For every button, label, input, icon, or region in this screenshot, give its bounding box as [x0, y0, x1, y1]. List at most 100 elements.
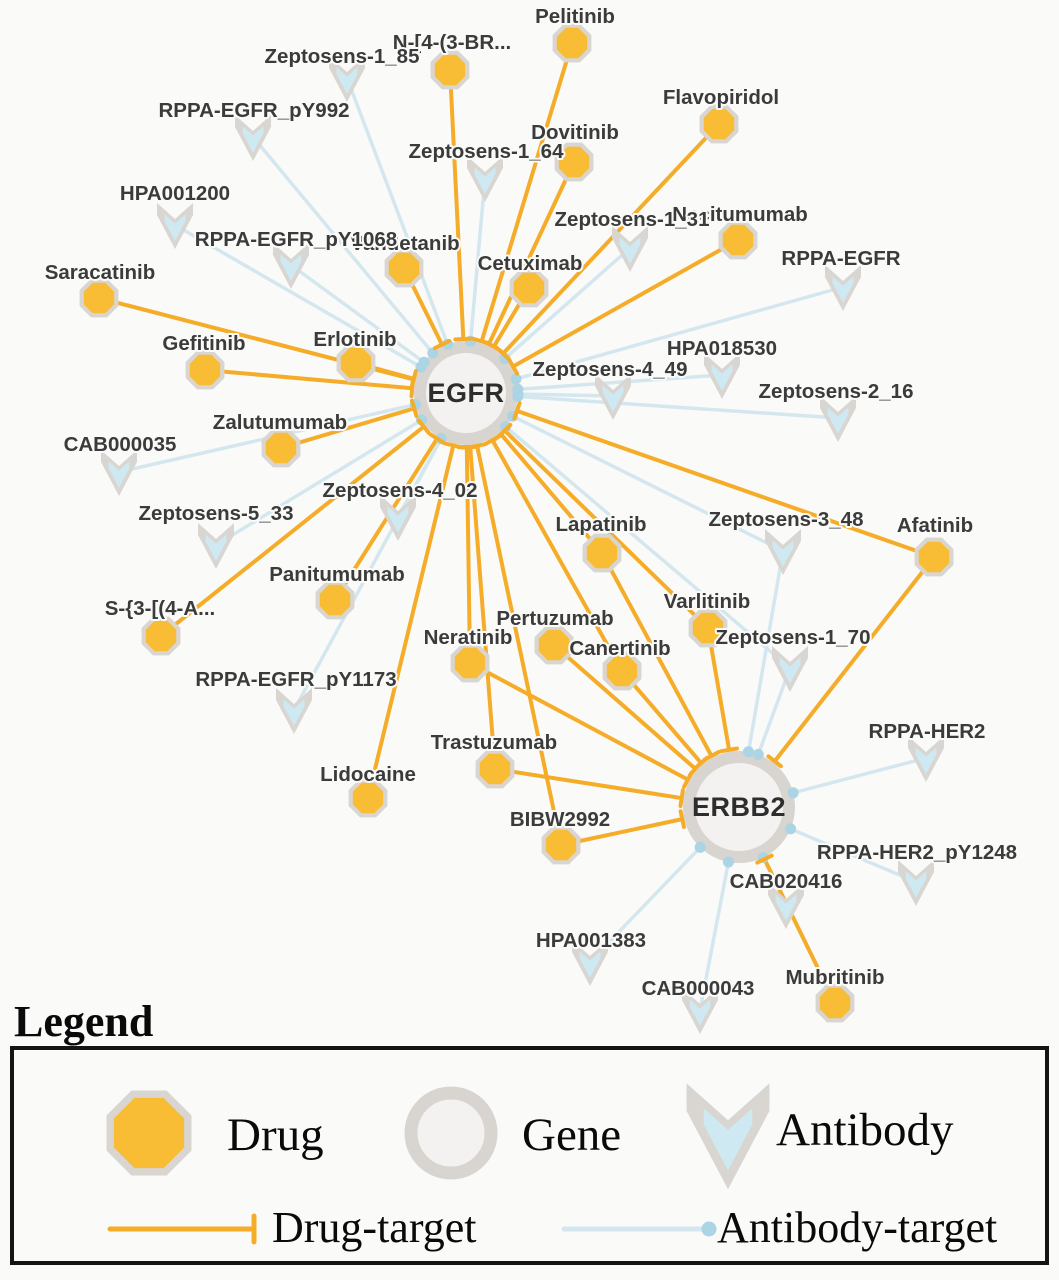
drug-node-zalutumumab[interactable] — [261, 428, 301, 468]
node-label: Canertinib — [569, 637, 670, 660]
drug-target-edge — [280, 406, 415, 450]
drug-node-s-3-4-a[interactable] — [141, 616, 181, 656]
antibody-target-edge — [468, 177, 487, 342]
antibody-edge-endpoint-dot — [418, 356, 430, 368]
node-label: Zeptosens-1_85 — [265, 45, 420, 68]
node-label: Zeptosens-4_02 — [323, 479, 478, 502]
legend-gene-label: Gene — [522, 1109, 622, 1161]
antibody-node-rppa-egfr-py992[interactable] — [235, 115, 271, 161]
drug-node-varlitinib[interactable] — [688, 608, 728, 648]
drug-node-neratinib[interactable] — [450, 643, 490, 683]
node-label: Lidocaine — [320, 763, 416, 786]
node-label: Cetuximab — [478, 252, 583, 275]
drug-node-glyph — [99, 1083, 199, 1188]
node-label: CAB000043 — [642, 977, 755, 1000]
antibody-node-zeptosens-4-49[interactable] — [595, 374, 631, 420]
drug-node-mubritinib[interactable] — [815, 983, 855, 1023]
antibody-edge-endpoint-dot — [427, 347, 439, 359]
drug-node-canertinib[interactable] — [602, 651, 642, 691]
drug-edge-endpoint-tee — [409, 398, 419, 419]
node-label: RPPA-HER2 — [869, 720, 986, 743]
antibody-node-cab020416[interactable] — [768, 883, 804, 929]
drug-node-necitumumab[interactable] — [718, 220, 758, 260]
antibody-target-edge — [517, 373, 723, 392]
node-label: Varlitinib — [664, 590, 751, 613]
drug-node-gefitinib[interactable] — [185, 350, 225, 390]
antibody-node-rppa-egfr-py1173[interactable] — [276, 688, 312, 734]
antibody-target-edge — [517, 392, 614, 398]
antibody-node-zeptosens-5-33[interactable] — [198, 523, 234, 569]
antibody-node-zeptosens-1-64[interactable] — [467, 156, 503, 202]
antibody-target-edge — [215, 418, 423, 547]
antibody-node-zeptosens-1-70[interactable] — [772, 646, 808, 692]
antibody-node-zeptosens-4-02[interactable] — [380, 495, 416, 541]
drug-edge-endpoint-tee — [409, 369, 419, 389]
node-label: Neratinib — [424, 626, 513, 649]
antibody-target-edge — [746, 550, 785, 753]
drug-edge-endpoint-tee — [678, 788, 685, 808]
drug-node-afatinib[interactable] — [914, 537, 954, 577]
antibody-node-rppa-egfr[interactable] — [825, 265, 861, 311]
antibody-node-zeptosens-1-85[interactable] — [329, 56, 365, 102]
antibody-target-edge — [503, 246, 632, 360]
drug-node-flavopiridol[interactable] — [699, 104, 739, 144]
drug-node-dovitinib[interactable] — [554, 142, 594, 182]
antibody-target-edge — [698, 861, 731, 1011]
drug-node-lidocaine[interactable] — [348, 778, 388, 818]
drug-node-saracatinib[interactable] — [79, 278, 119, 318]
node-label: Zeptosens-5_33 — [139, 502, 294, 525]
node-label: Saracatinib — [45, 261, 156, 284]
drug-node-bibw2992[interactable] — [541, 825, 581, 865]
node-label: Dovitinib — [531, 121, 619, 144]
node-label: Necitumumab — [672, 203, 808, 226]
drug-node-cetuximab[interactable] — [509, 268, 549, 308]
drug-node-lapatinib[interactable] — [582, 533, 622, 573]
antibody-node-rppa-her2[interactable] — [908, 736, 944, 782]
antibody-node-zeptosens-3-48[interactable] — [765, 529, 801, 575]
drug-target-edge — [159, 425, 426, 638]
drug-edge-endpoint-tee — [484, 340, 503, 353]
antibody-node-rppa-her2-py1248[interactable] — [898, 860, 934, 906]
drug-node-pertuzumab[interactable] — [534, 625, 574, 665]
node-label: Zeptosens-2_16 — [759, 380, 914, 403]
legend-drug-label: Drug — [227, 1109, 324, 1161]
antibody-node-hpa001200[interactable] — [157, 203, 193, 249]
gene-label: ERBB2 — [692, 792, 786, 822]
node-label: BIBW2992 — [510, 808, 610, 831]
drug-node-pelitinib[interactable] — [552, 23, 592, 63]
node-label: Lapatinib — [555, 513, 646, 536]
antibody-node-zeptosens-1-31[interactable] — [612, 226, 648, 272]
drug-node-trastuzumab[interactable] — [475, 749, 515, 789]
antibody-node-hpa018530[interactable] — [704, 353, 740, 399]
drug-edge-endpoint-tee — [719, 746, 739, 754]
drug-target-edge — [503, 429, 710, 630]
drug-node-panitumumab[interactable] — [315, 580, 355, 620]
legend-title: Legend — [14, 997, 154, 1046]
antibody-target-edge — [504, 425, 792, 670]
antibody-target-edge — [515, 285, 844, 381]
node-label: Erlotinib — [313, 328, 396, 351]
antibody-node-rppa-egfr-py1068[interactable] — [273, 243, 309, 289]
node-label: N-[4-(3-BR... — [393, 31, 511, 54]
gene-node-erbb2[interactable]: ERBB2 — [683, 751, 795, 863]
antibody-target-edge — [289, 263, 426, 364]
antibody-node-zeptosens-2-16[interactable] — [820, 396, 856, 442]
node-label: RPPA-EGFR_pY992 — [158, 99, 349, 122]
antibody-target-edge — [789, 827, 917, 884]
drug-node-erlotinib[interactable] — [336, 343, 376, 383]
node-label: Flavopiridol — [663, 86, 779, 109]
antibody-node-hpa001383[interactable] — [572, 940, 608, 986]
antibody-target-edge — [517, 394, 839, 420]
antibody-node-cab000035[interactable] — [101, 450, 137, 496]
drug-edge-endpoint-tee — [497, 422, 513, 439]
antibody-edge-endpoint-dot — [785, 823, 797, 835]
antibody-node-cab000043[interactable] — [682, 988, 718, 1034]
gene-node-egfr[interactable]: EGFR — [414, 341, 518, 445]
drug-node-n-4-3-br[interactable] — [430, 50, 470, 90]
drug-target-edge — [479, 42, 574, 342]
legend-antibody-target-label: Antibody-target — [717, 1203, 998, 1252]
drug-edge-endpoint-tee — [432, 339, 452, 351]
node-label: RPPA-EGFR_pY1068 — [195, 228, 397, 251]
drug-node-vandetanib[interactable] — [384, 248, 424, 288]
